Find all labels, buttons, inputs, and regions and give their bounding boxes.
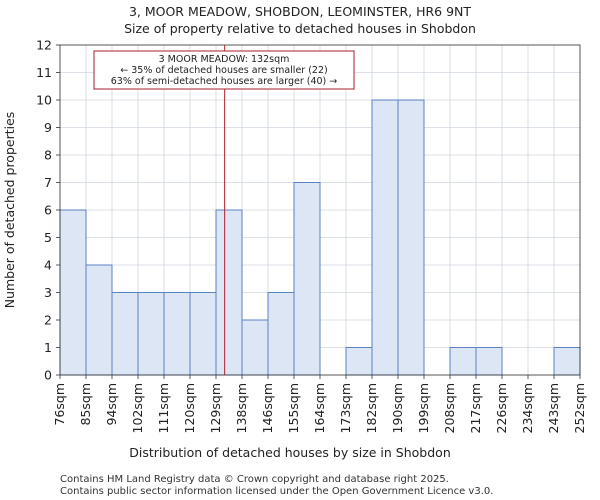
x-axis-ticks: 76sqm 85sqm 94sqm 102sqm 111sqm 120sqm 129sqm 1… <box>52 375 587 433</box>
y-tick-label: 2 <box>44 313 52 328</box>
y-tick-label: 0 <box>44 368 52 383</box>
x-tick-label: 226sqm <box>494 383 509 433</box>
x-tick-label: 76sqm <box>52 383 67 426</box>
bar <box>137 292 165 376</box>
bar <box>163 292 191 376</box>
bar <box>215 209 243 376</box>
bar <box>241 319 269 376</box>
annotation-line-2: ← 35% of detached houses are smaller (22… <box>120 65 327 76</box>
y-tick-label: 9 <box>44 120 52 135</box>
bar <box>111 292 139 376</box>
y-tick-label: 5 <box>44 230 52 245</box>
footer-line-2: Contains public sector information licen… <box>60 486 493 497</box>
y-tick-label: 7 <box>44 175 52 190</box>
bar <box>59 209 87 376</box>
y-tick-label: 10 <box>36 93 52 108</box>
y-axis-label: Number of detached properties <box>2 112 17 309</box>
x-tick-label: 234sqm <box>520 383 535 433</box>
x-tick-label: 129sqm <box>208 383 223 433</box>
y-tick-label: 3 <box>44 285 52 300</box>
y-tick-label: 8 <box>44 148 52 163</box>
x-axis-label: Distribution of detached houses by size … <box>129 445 451 460</box>
x-tick-label: 111sqm <box>156 383 171 433</box>
x-tick-label: 173sqm <box>338 383 353 433</box>
x-tick-label: 182sqm <box>364 383 379 433</box>
x-tick-label: 208sqm <box>442 383 457 433</box>
x-tick-label: 138sqm <box>234 383 249 433</box>
bar <box>267 292 295 376</box>
x-tick-label: 85sqm <box>78 383 93 426</box>
x-tick-label: 164sqm <box>312 383 327 433</box>
bar <box>189 292 217 376</box>
x-tick-label: 146sqm <box>260 383 275 433</box>
bar <box>449 347 477 376</box>
y-tick-label: 4 <box>44 258 52 273</box>
x-tick-label: 102sqm <box>130 383 145 433</box>
y-tick-label: 6 <box>44 203 52 218</box>
x-tick-label: 155sqm <box>286 383 301 433</box>
footer-line-1: Contains HM Land Registry data © Crown c… <box>60 474 449 485</box>
x-tick-label: 217sqm <box>468 383 483 433</box>
bar <box>85 264 113 376</box>
x-tick-label: 120sqm <box>182 383 197 433</box>
x-tick-label: 252sqm <box>572 383 587 433</box>
bar <box>293 182 321 376</box>
chart-title: 3, MOOR MEADOW, SHOBDON, LEOMINSTER, HR6… <box>129 4 471 19</box>
y-tick-label: 1 <box>44 340 52 355</box>
annotation-line-3: 63% of semi-detached houses are larger (… <box>111 76 338 87</box>
bar <box>553 347 581 376</box>
y-tick-label: 12 <box>36 38 52 53</box>
bars <box>59 99 581 376</box>
annotation-line-1: 3 MOOR MEADOW: 132sqm <box>159 54 290 65</box>
x-tick-label: 94sqm <box>104 383 119 426</box>
bar <box>345 347 373 376</box>
x-tick-label: 190sqm <box>390 383 405 433</box>
bar <box>397 99 425 376</box>
bar <box>371 99 399 376</box>
annotation-box <box>93 50 355 90</box>
y-tick-label: 11 <box>36 65 52 80</box>
chart-subtitle: Size of property relative to detached ho… <box>124 21 476 36</box>
x-tick-label: 199sqm <box>416 383 431 433</box>
bar <box>475 347 503 376</box>
x-tick-label: 243sqm <box>546 383 561 433</box>
